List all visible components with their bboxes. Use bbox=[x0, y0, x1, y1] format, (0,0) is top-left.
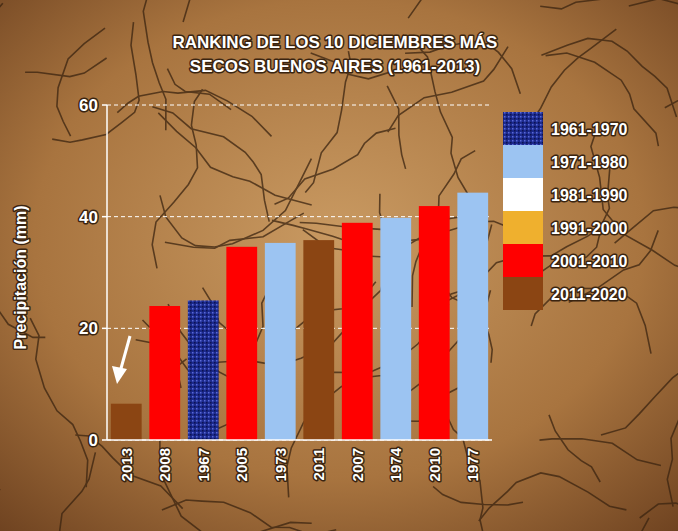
bar bbox=[265, 243, 296, 440]
bar bbox=[226, 247, 257, 440]
legend-label: 2011-2020 bbox=[551, 286, 627, 303]
legend-swatch bbox=[503, 145, 543, 178]
x-tick-label: 1977 bbox=[464, 448, 481, 481]
bar bbox=[419, 206, 450, 440]
x-tick-label: 1967 bbox=[195, 448, 212, 481]
legend-label: 1981-1990 bbox=[551, 187, 628, 204]
bar bbox=[342, 223, 373, 440]
bar bbox=[111, 404, 142, 440]
bar bbox=[380, 218, 411, 440]
y-axis-title: Precipitación (mm) bbox=[12, 205, 29, 349]
legend-label: 1971-1980 bbox=[551, 154, 628, 171]
bar bbox=[149, 306, 180, 440]
legend-label: 1991-2000 bbox=[551, 220, 628, 237]
y-tick-label: 40 bbox=[79, 208, 98, 227]
x-tick-label: 2010 bbox=[426, 448, 443, 481]
bar bbox=[188, 300, 219, 440]
grid-line bbox=[107, 440, 492, 441]
bars bbox=[111, 193, 488, 440]
x-tick-label: 1974 bbox=[387, 447, 404, 481]
x-tick-label: 2013 bbox=[118, 448, 135, 481]
legend-swatch bbox=[503, 244, 543, 277]
background bbox=[0, 0, 678, 531]
y-tick-label: 60 bbox=[79, 96, 98, 115]
title: RANKING DE LOS 10 DICIEMBRES MÁSSECOS BU… bbox=[173, 33, 498, 76]
x-tick-label: 2011 bbox=[310, 448, 327, 481]
y-tick-label: 20 bbox=[79, 319, 98, 338]
grid-line bbox=[107, 105, 492, 106]
x-tick-label: 2005 bbox=[233, 448, 250, 481]
x-axis bbox=[107, 439, 492, 441]
legend-swatch bbox=[503, 178, 543, 211]
legend-swatch bbox=[503, 211, 543, 244]
x-tick-label: 1973 bbox=[272, 448, 289, 481]
bar bbox=[303, 240, 334, 440]
grid bbox=[107, 105, 492, 440]
y-tick-label: 0 bbox=[89, 431, 98, 450]
chart: RANKING DE LOS 10 DICIEMBRES MÁSSECOS BU… bbox=[0, 0, 678, 531]
bar bbox=[457, 193, 488, 440]
legend-label: 2001-2010 bbox=[551, 253, 628, 270]
legend-label: 1961-1970 bbox=[551, 121, 628, 138]
x-tick-label: 2008 bbox=[156, 448, 173, 481]
x-tick-label: 2007 bbox=[349, 448, 366, 481]
legend: 1961-1970 1971-1980 1981-1990 1991-2000 2001… bbox=[503, 112, 628, 310]
legend-swatch bbox=[503, 277, 543, 310]
background-cracks bbox=[0, 0, 678, 531]
y-axis bbox=[106, 105, 108, 440]
legend-swatch bbox=[503, 112, 543, 145]
arrow bbox=[112, 336, 130, 384]
